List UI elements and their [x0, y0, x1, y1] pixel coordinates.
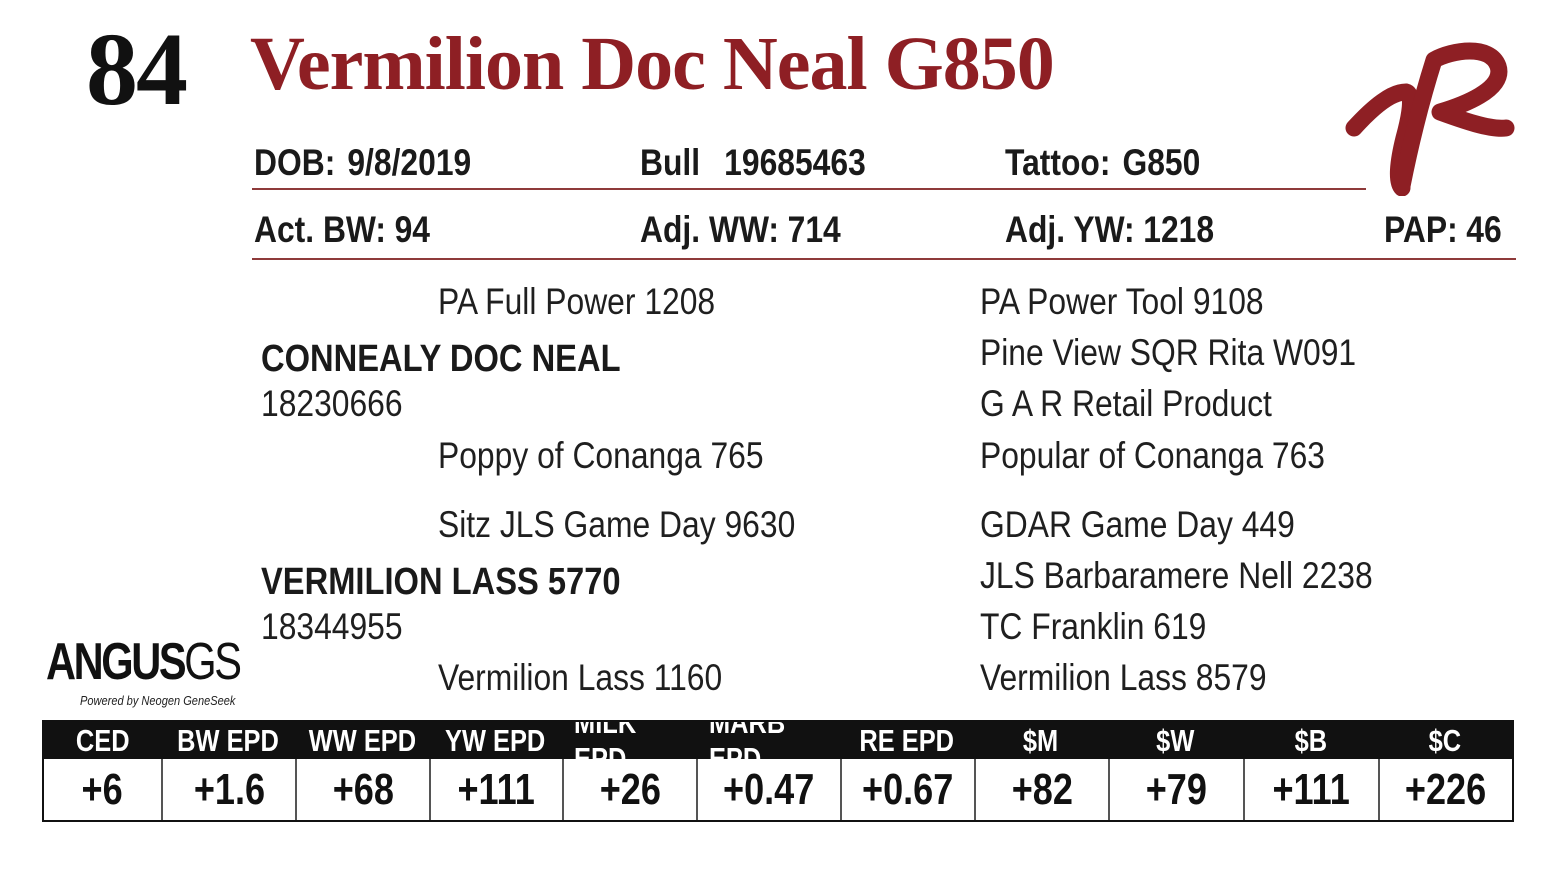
epd-header-cell: YW EPD	[445, 722, 546, 758]
sire-reg: 18230666	[261, 383, 403, 424]
sire-sire-sire: PA Power Tool 9108	[980, 281, 1264, 322]
epd-value-cell: +0.67	[840, 759, 974, 820]
dam-sire-sire: GDAR Game Day 449	[980, 504, 1295, 545]
dam-dam-dam: Vermilion Lass 8579	[980, 657, 1267, 698]
actual-bw: Act. BW: 94	[254, 209, 430, 250]
epd-header-cell: WW EPD	[308, 722, 416, 758]
epd-value-cell: +68	[295, 759, 429, 820]
dam-name: VERMILION LASS 5770	[261, 561, 621, 603]
epd-header-cell: $C	[1428, 722, 1462, 758]
epd-header-cell: $B	[1294, 722, 1327, 758]
dam-sire: Sitz JLS Game Day 9630	[438, 504, 796, 545]
epd-value-cell: +111	[1243, 759, 1378, 820]
epd-header-cell: RE EPD	[859, 722, 955, 758]
epd-header-cell: CED	[75, 722, 130, 758]
divider-rule	[252, 258, 1516, 260]
epd-value-row: +6 +1.6 +68 +111 +26 +0.47 +0.67 +82 +79…	[44, 759, 1512, 820]
epd-value-cell: +6	[81, 764, 124, 814]
epd-header-cell: $W	[1156, 722, 1195, 758]
dam-reg: 18344955	[261, 606, 403, 647]
sire-dam-dam: Popular of Conanga 763	[980, 435, 1325, 476]
sire-name: CONNEALY DOC NEAL	[261, 338, 621, 380]
dob: DOB: 9/8/2019	[254, 142, 472, 183]
epd-value-cell: +26	[562, 759, 696, 820]
dam-dam-sire: TC Franklin 619	[980, 606, 1207, 647]
angus-gs-logo: ANGUSGS Powered by Neogen GeneSeek	[46, 633, 242, 708]
epd-header-row: CED BW EPD WW EPD YW EPD MILK EPD MARB E…	[44, 722, 1512, 759]
dam-sire-dam: JLS Barbaramere Nell 2238	[980, 555, 1373, 596]
animal-name: Vermilion Doc Neal G850	[250, 22, 1055, 106]
pap: PAP: 46	[1384, 209, 1502, 250]
adjusted-ww: Adj. WW: 714	[640, 209, 841, 250]
epd-value-cell: +226	[1378, 759, 1512, 820]
epd-header-cell: $M	[1023, 722, 1059, 758]
sire-sire-dam: Pine View SQR Rita W091	[980, 332, 1357, 373]
epd-value-cell: +0.47	[696, 759, 840, 820]
lot-number: 84	[86, 12, 188, 127]
dam-dam: Vermilion Lass 1160	[438, 657, 723, 698]
sire-dam: Poppy of Conanga 765	[438, 435, 764, 476]
epd-header-cell: MILK EPD	[574, 722, 637, 759]
vr-brand-icon	[1345, 42, 1515, 196]
epd-value-cell: +79	[1108, 759, 1243, 820]
epd-value-cell: +1.6	[161, 759, 295, 820]
epd-value-cell: +111	[429, 759, 562, 820]
sire-dam-sire: G A R Retail Product	[980, 383, 1272, 424]
epd-value-cell: +82	[974, 759, 1108, 820]
epd-header-cell: MARB EPD	[708, 722, 786, 759]
registration: Bull 19685463	[640, 142, 866, 183]
adjusted-yw: Adj. YW: 1218	[1005, 209, 1215, 250]
tattoo: Tattoo: G850	[1005, 142, 1201, 183]
divider-rule	[252, 188, 1366, 190]
epd-table: CED BW EPD WW EPD YW EPD MILK EPD MARB E…	[42, 720, 1514, 822]
epd-header-cell: BW EPD	[177, 722, 279, 758]
sire-sire: PA Full Power 1208	[438, 281, 716, 322]
